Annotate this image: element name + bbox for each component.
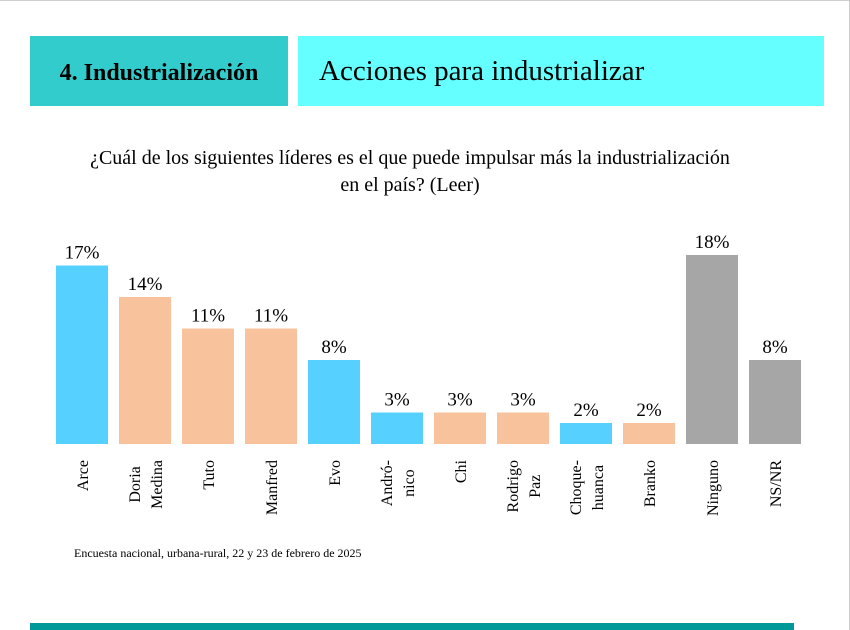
category-label-line: Manfred	[264, 460, 281, 515]
category-label: Doria Medina	[127, 460, 166, 509]
bottom-accent-bar	[30, 623, 794, 630]
data-label: 14%	[128, 274, 163, 295]
title-header: Acciones para industrializar	[298, 36, 824, 106]
category-label: Chi	[453, 459, 470, 483]
category-label: Andró-nico	[379, 460, 418, 506]
section-header: 4. Industrialización	[30, 36, 288, 106]
category-label: Evo	[327, 460, 344, 486]
survey-question: ¿Cuál de los siguientes líderes es el qu…	[90, 147, 730, 196]
bar	[182, 328, 234, 444]
category-label-line: Paz	[527, 475, 544, 498]
category-label-line: Evo	[327, 460, 344, 486]
data-label: 18%	[695, 232, 730, 253]
bar	[371, 412, 423, 444]
bar	[623, 423, 675, 444]
data-label: 8%	[762, 337, 788, 358]
bar	[497, 412, 549, 444]
data-label: 2%	[636, 400, 662, 421]
bar-chart: 17% Arce 14% Doria Medina 11% Tuto 11% Manfred 8%…	[56, 232, 801, 516]
data-label: 8%	[321, 337, 347, 358]
category-label: NS/NR	[768, 460, 785, 507]
category-label-line: Ninguno	[705, 460, 722, 516]
data-label: 3%	[447, 390, 473, 411]
data-label: 17%	[65, 243, 100, 264]
category-label-line: NS/NR	[768, 460, 785, 507]
category-label-line: Choque-	[568, 460, 585, 515]
bar	[749, 360, 801, 444]
source-note: Encuesta nacional, urbana-rural, 22 y 23…	[74, 546, 362, 560]
data-label: 3%	[384, 390, 410, 411]
category-label-line: Tuto	[201, 460, 218, 490]
category-label-line: Medina	[149, 460, 166, 509]
bar	[245, 328, 297, 444]
category-label-line: Arce	[75, 460, 92, 491]
frame-top-border	[0, 0, 850, 1]
category-label: Choque-huanca	[568, 460, 607, 515]
bar	[119, 297, 171, 444]
category-label: Arce	[75, 460, 92, 491]
category-label-line: Rodrigo	[505, 460, 522, 512]
data-label: 2%	[573, 400, 599, 421]
category-label-line: Andró-	[379, 460, 396, 506]
bar	[56, 265, 108, 444]
bar	[308, 360, 360, 444]
slide-title: Acciones para industrializar	[319, 54, 645, 87]
category-label-line: nico	[401, 469, 418, 497]
bar	[686, 255, 738, 444]
section-label: 4. Industrialización	[59, 59, 259, 86]
data-label: 11%	[254, 306, 288, 327]
category-label-line: Branko	[642, 460, 659, 507]
data-label: 3%	[510, 390, 536, 411]
category-label-line: Doria	[127, 466, 144, 502]
data-label: 11%	[191, 306, 225, 327]
category-label-line: huanca	[590, 465, 607, 510]
category-label: Branko	[642, 460, 659, 507]
category-label: Manfred	[264, 460, 281, 515]
category-label-line: Chi	[453, 459, 470, 483]
bar	[560, 423, 612, 444]
category-label: Rodrigo Paz	[505, 460, 544, 512]
bar	[434, 412, 486, 444]
category-label: Tuto	[201, 460, 218, 490]
category-label: Ninguno	[705, 460, 722, 516]
